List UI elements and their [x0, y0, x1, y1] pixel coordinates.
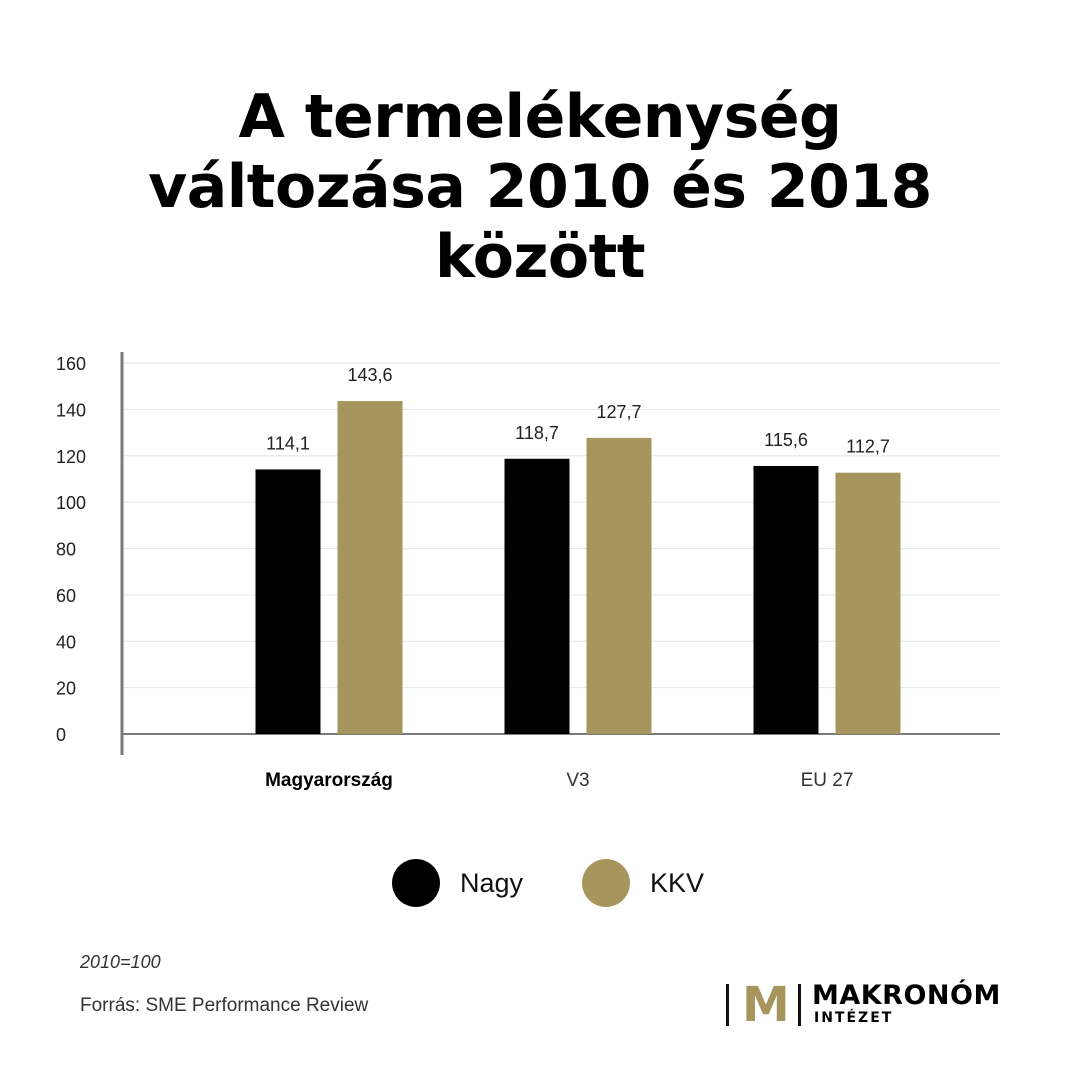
- base-year-note: 2010=100: [80, 952, 161, 972]
- title-line-2: változása 2010 és 2018: [148, 152, 932, 222]
- y-tick-label: 60: [56, 586, 76, 606]
- legend-item-kkv: KKV: [582, 858, 704, 908]
- bar-chart: 0 20 40 60 80 100 120 140 160 114,1 143,6 Magyarors…: [56, 352, 1000, 791]
- x-tick-label: V3: [566, 770, 589, 791]
- x-tick-label: EU 27: [801, 770, 854, 791]
- data-label: 115,6: [764, 430, 808, 450]
- y-tick-label: 40: [56, 632, 76, 652]
- legend-label-nagy: Nagy: [460, 867, 524, 898]
- title-line-3: között: [434, 222, 646, 292]
- logo-subtitle: INTÉZET: [814, 1010, 894, 1026]
- bar-kkv: [337, 401, 403, 734]
- bar-nagy: [753, 465, 819, 734]
- logo-mark: M: [742, 977, 790, 1033]
- y-tick-label: 120: [56, 447, 86, 467]
- data-label: 112,7: [846, 437, 890, 457]
- legend-swatch-kkv: [582, 859, 630, 907]
- makronom-logo: M MAKRONÓM INTÉZET: [724, 977, 1014, 1033]
- data-label: 127,7: [596, 402, 641, 422]
- legend: Nagy KKV: [0, 858, 1080, 908]
- source-note: Forrás: SME Performance Review: [80, 995, 369, 1016]
- y-tick-label: 20: [56, 679, 76, 699]
- y-tick-label: 80: [56, 540, 76, 560]
- y-tick-label: 140: [56, 400, 86, 420]
- data-label: 118,7: [515, 423, 559, 443]
- chart-title: A termelékenység változása 2010 és 2018 …: [0, 82, 1080, 292]
- y-tick-label: 100: [56, 493, 86, 513]
- legend-item-nagy: Nagy: [392, 858, 523, 908]
- legend-swatch-nagy: [392, 859, 440, 907]
- logo-divider-right: [798, 984, 801, 1026]
- legend-label-kkv: KKV: [650, 867, 705, 898]
- data-label: 143,6: [347, 365, 392, 385]
- bar-nagy: [504, 458, 570, 734]
- bar-nagy: [255, 469, 321, 734]
- y-tick-label: 0: [56, 725, 66, 745]
- logo-divider-left: [726, 984, 729, 1026]
- bar-kkv: [835, 472, 901, 734]
- logo-name: MAKRONÓM: [812, 980, 1001, 1011]
- data-label: 114,1: [266, 433, 310, 453]
- title-line-1: A termelékenység: [238, 82, 842, 152]
- y-tick-label: 160: [56, 354, 86, 374]
- bar-kkv: [586, 437, 652, 734]
- x-tick-label: Magyarország: [265, 770, 393, 791]
